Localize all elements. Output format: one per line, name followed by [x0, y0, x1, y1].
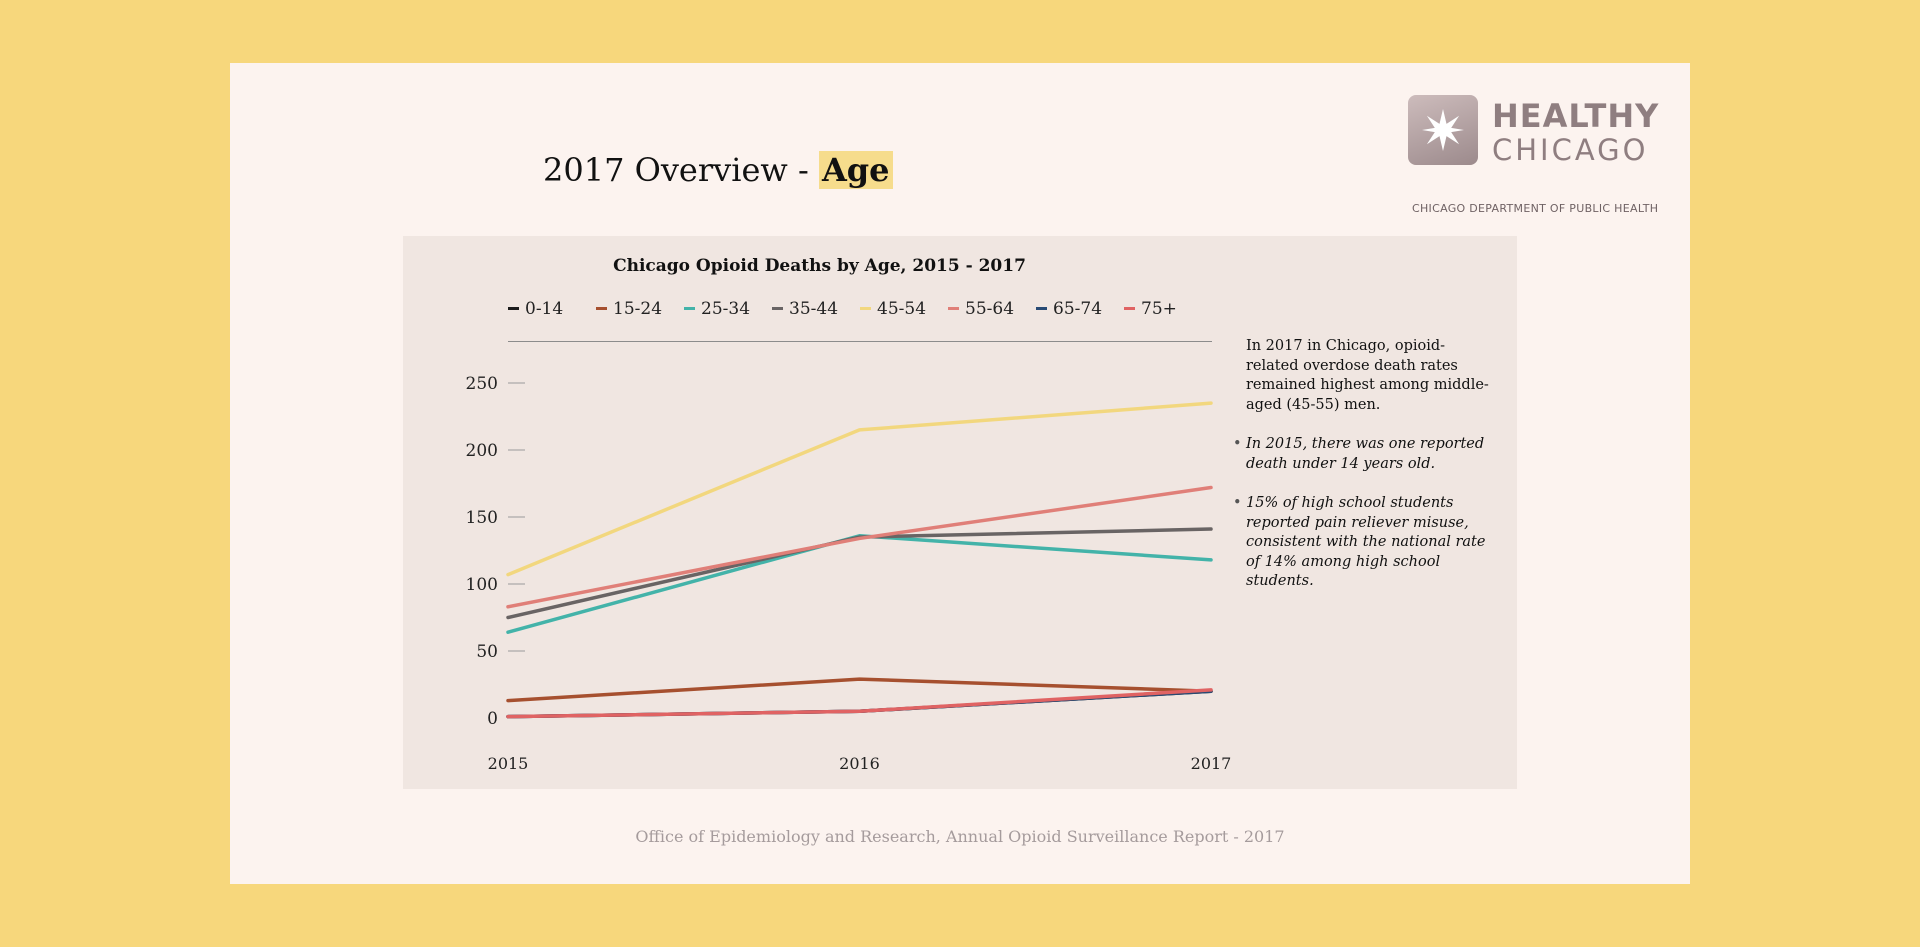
slide: 2017 Overview - Age HEALTHY CHICAGO CHIC…: [230, 63, 1690, 884]
legend-item: 55-64: [948, 299, 1014, 319]
notes-bullets: In 2015, there was one reported death un…: [1233, 435, 1491, 592]
title-text: 2017 Overview -: [543, 151, 819, 189]
notes-bullet: 15% of high school students reported pai…: [1233, 494, 1491, 592]
y-tick-label: 250: [466, 374, 498, 394]
series-line-45-54: [506, 401, 1213, 577]
legend-item: 65-74: [1036, 299, 1102, 319]
y-tick-label: 0: [487, 709, 498, 729]
legend-swatch: [860, 306, 871, 310]
legend-swatch: [684, 306, 695, 310]
legend-swatch: [772, 306, 783, 310]
legend-swatch: [1124, 306, 1135, 310]
star-icon: [1422, 109, 1464, 151]
legend-label: 0-14: [525, 299, 564, 319]
logo-line-department: CHICAGO DEPARTMENT OF PUBLIC HEALTH: [1412, 202, 1659, 215]
series-line-55-64: [506, 485, 1213, 609]
chart-panel: Chicago Opioid Deaths by Age, 2015 - 201…: [403, 236, 1517, 789]
legend-label: 45-54: [877, 299, 927, 319]
legend-label: 25-34: [701, 299, 751, 319]
healthy-chicago-logo: HEALTHY CHICAGO CHICAGO DEPARTMENT OF PU…: [1408, 95, 1668, 215]
notes-intro: In 2017 in Chicago, opioid-related overd…: [1246, 338, 1489, 413]
x-tick-label: 2017: [1191, 754, 1232, 773]
legend-swatch: [1036, 306, 1047, 310]
legend-item: 45-54: [860, 299, 926, 319]
line-chart: 0 50 100 150 200 250 2015 2016 2017: [466, 374, 1232, 773]
logo-badge: [1408, 95, 1478, 165]
legend-label: 35-44: [789, 299, 839, 319]
y-tick-label: 150: [466, 508, 498, 528]
legend-swatch: [596, 306, 607, 310]
y-tick-label: 50: [476, 642, 498, 662]
legend-swatch: [508, 306, 519, 310]
series-line-75+: [506, 688, 1213, 719]
series-line-15-24: [506, 677, 1213, 703]
legend-item: 75+: [1124, 299, 1177, 319]
legend-item: 35-44: [772, 299, 838, 319]
footer-source: Office of Epidemiology and Research, Ann…: [635, 827, 1285, 846]
page-title: 2017 Overview - Age: [543, 151, 893, 189]
legend-item: 0-14: [508, 299, 563, 319]
y-tick-label: 200: [466, 441, 498, 461]
notes-bullet: In 2015, there was one reported death un…: [1233, 435, 1491, 474]
logo-line-healthy: HEALTHY: [1492, 97, 1660, 135]
x-tick-label: 2015: [488, 754, 529, 773]
title-highlight: Age: [818, 151, 893, 189]
legend-swatch: [948, 306, 959, 310]
legend-label: 15-24: [613, 299, 663, 319]
legend-item: 25-34: [684, 299, 750, 319]
legend-label: 65-74: [1053, 299, 1103, 319]
chart-notes: In 2017 in Chicago, opioid-related overd…: [1233, 337, 1491, 612]
chart-title: Chicago Opioid Deaths by Age, 2015 - 201…: [613, 256, 1026, 276]
legend-item: 15-24: [596, 299, 662, 319]
legend-label: 55-64: [965, 299, 1015, 319]
series-line-25-34: [506, 534, 1213, 634]
legend-label: 75+: [1141, 299, 1177, 319]
chart-legend: 0-14 15-24 25-34 35-44 45-54 55-64 65-74 75+: [508, 299, 1212, 321]
y-tick-label: 100: [466, 575, 498, 595]
legend-divider: [508, 341, 1212, 342]
x-tick-label: 2016: [839, 754, 880, 773]
logo-line-chicago: CHICAGO: [1492, 133, 1649, 167]
